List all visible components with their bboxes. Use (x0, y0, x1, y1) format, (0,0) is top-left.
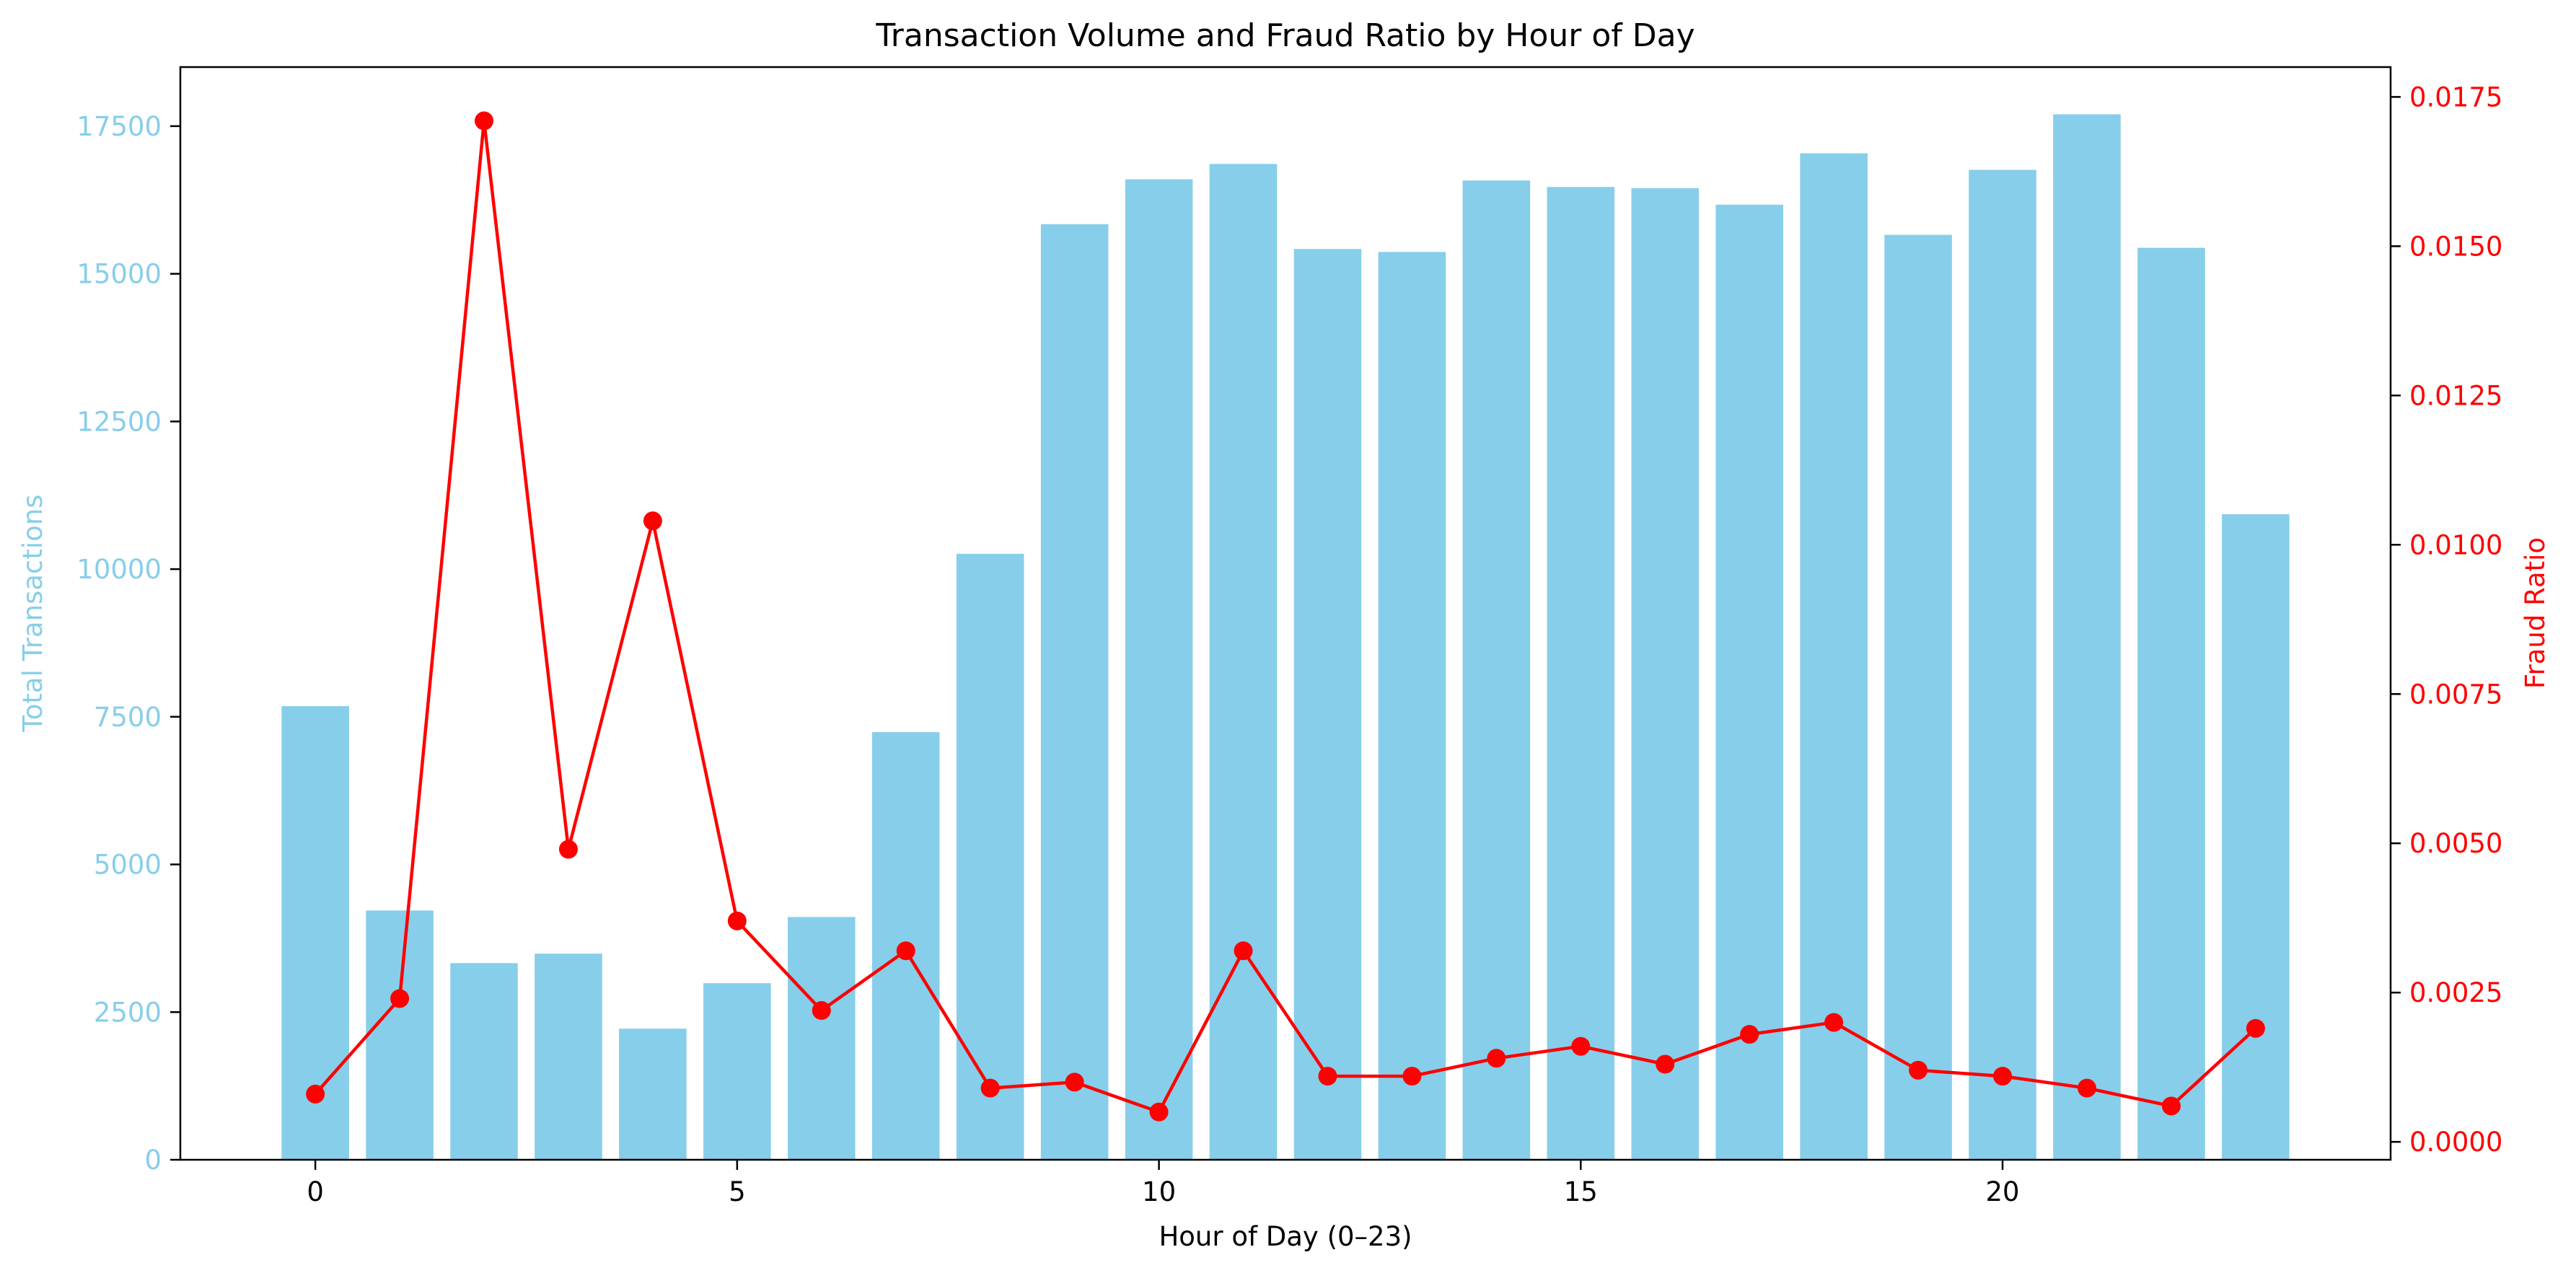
fraud-point-hour-7 (896, 941, 915, 961)
fraud-point-hour-0 (306, 1084, 325, 1104)
bar-hour-16 (1631, 188, 1700, 1160)
y-axis-right: 0.0000 0.0025 0.0050 0.0075 0.0100 0.0125 0.01… (2391, 82, 2502, 1158)
y-axis-label-left: Total Transactions (17, 494, 48, 732)
bar-hour-18 (1800, 153, 1868, 1160)
y-tick-label-right: 0.0150 (2409, 231, 2502, 262)
y-tick-label-right: 0.0125 (2409, 380, 2502, 411)
fraud-point-hour-6 (812, 1001, 831, 1021)
fraud-point-hour-14 (1487, 1049, 1506, 1068)
y-tick-label-right: 0.0175 (2409, 82, 2502, 113)
fraud-point-hour-2 (475, 111, 494, 131)
bar-hour-3 (535, 953, 602, 1160)
y-tick-label-left: 10000 (76, 554, 162, 585)
bar-hour-0 (281, 706, 349, 1160)
bar-hour-2 (450, 963, 518, 1160)
bar-hour-5 (703, 983, 771, 1160)
bar-hour-13 (1378, 252, 1446, 1160)
fraud-point-hour-12 (1318, 1067, 1337, 1086)
fraud-point-hour-5 (727, 911, 747, 930)
y-tick-label-left: 15000 (76, 259, 162, 290)
bar-hour-23 (2222, 514, 2290, 1160)
fraud-point-hour-4 (643, 511, 662, 531)
chart-title: Transaction Volume and Fraud Ratio by Ho… (875, 17, 1694, 54)
fraud-point-hour-15 (1571, 1036, 1591, 1056)
x-tick-label: 15 (1564, 1176, 1598, 1207)
y-tick-label-right: 0.0025 (2409, 977, 2502, 1008)
fraud-ratio-series (306, 111, 2265, 1122)
fraud-point-hour-17 (1740, 1025, 1759, 1044)
y-tick-label-right: 0.0050 (2409, 828, 2502, 859)
bar-hour-15 (1547, 187, 1615, 1160)
y-axis-left: 0 2500 5000 7500 10000 12500 15000 17500 (76, 111, 180, 1176)
bar-hour-1 (366, 910, 434, 1160)
fraud-point-hour-18 (1824, 1013, 1844, 1032)
bar-hour-20 (1969, 169, 2036, 1160)
y-tick-label-right: 0.0000 (2409, 1127, 2502, 1158)
y-tick-label-left: 17500 (76, 111, 162, 142)
bar-series (281, 114, 2290, 1160)
y-axis-label-right: Fraud Ratio (2520, 537, 2551, 689)
x-tick-label: 20 (1985, 1176, 2019, 1207)
fraud-point-hour-11 (1234, 941, 1253, 961)
fraud-point-hour-1 (390, 989, 410, 1008)
x-tick-label: 5 (729, 1176, 746, 1207)
y-tick-label-left: 5000 (94, 850, 162, 881)
bar-hour-9 (1040, 224, 1109, 1160)
bar-hour-8 (956, 553, 1024, 1160)
fraud-point-hour-22 (2161, 1096, 2181, 1116)
y-tick-label-left: 7500 (94, 702, 162, 733)
bar-hour-17 (1715, 204, 1783, 1160)
x-tick-label: 10 (1142, 1176, 1176, 1207)
fraud-point-hour-20 (1993, 1067, 2013, 1086)
bar-hour-12 (1293, 249, 1362, 1160)
x-tick-label: 0 (307, 1176, 324, 1207)
y-tick-label-right: 0.0100 (2409, 529, 2502, 560)
bar-hour-21 (2053, 114, 2121, 1160)
fraud-point-hour-16 (1656, 1054, 1675, 1074)
fraud-ratio-line (314, 119, 2257, 1114)
bar-hour-14 (1462, 180, 1531, 1160)
bar-hour-10 (1125, 179, 1193, 1160)
y-tick-label-right: 0.0075 (2409, 679, 2502, 710)
y-tick-label-left: 2500 (94, 997, 162, 1028)
fraud-point-hour-9 (1065, 1072, 1084, 1092)
plot-frame (179, 66, 2392, 1161)
fraud-point-hour-13 (1402, 1067, 1422, 1086)
fraud-point-hour-3 (558, 840, 578, 859)
x-axis-label: Hour of Day (0–23) (1159, 1221, 1412, 1252)
bar-hour-11 (1209, 164, 1278, 1160)
fraud-point-hour-23 (2246, 1018, 2265, 1038)
y-tick-label-left: 0 (144, 1145, 162, 1176)
bar-hour-4 (619, 1028, 687, 1160)
y-tick-label-left: 12500 (76, 406, 162, 437)
fraud-point-hour-19 (1909, 1060, 1928, 1080)
fraud-point-hour-21 (2077, 1078, 2096, 1098)
x-axis: 0 5 10 15 20 (307, 1160, 2020, 1207)
bar-hour-22 (2137, 247, 2205, 1160)
fraud-point-hour-8 (980, 1078, 1000, 1098)
fraud-point-hour-10 (1149, 1102, 1169, 1122)
bar-hour-6 (788, 917, 856, 1160)
bar-hour-19 (1884, 234, 1952, 1160)
